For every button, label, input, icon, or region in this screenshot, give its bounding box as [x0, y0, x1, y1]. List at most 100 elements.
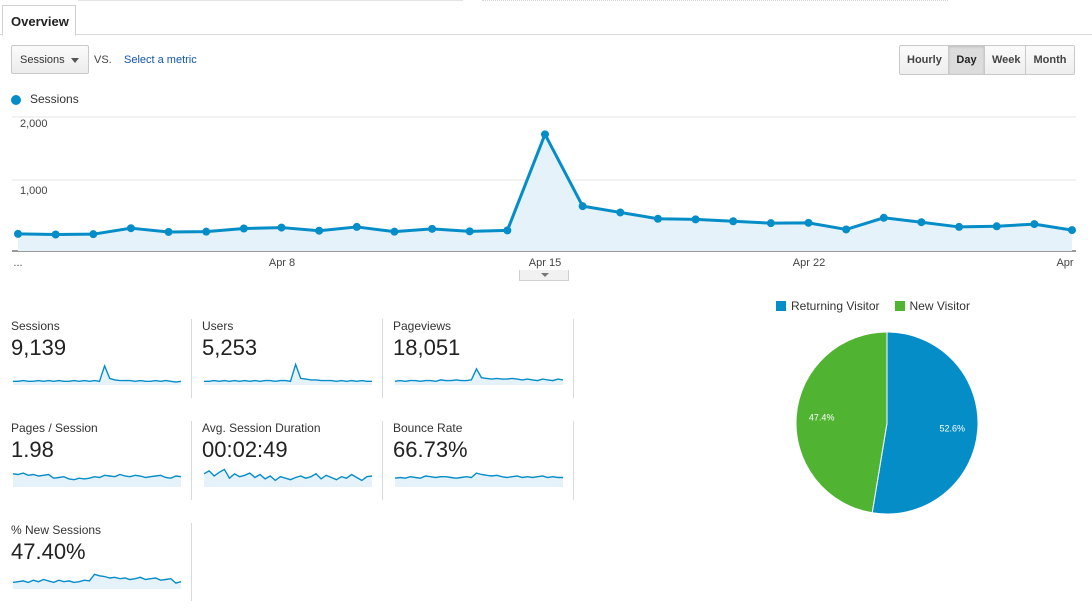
data-point[interactable]: [202, 227, 211, 236]
stat-pageviews[interactable]: Pageviews 18,051: [393, 319, 573, 409]
x-tick-start: ...: [13, 257, 23, 269]
sparkline-path: [12, 573, 182, 584]
period-week-button[interactable]: Week: [984, 45, 1026, 75]
stat-divider: [191, 319, 192, 398]
data-point[interactable]: [164, 227, 173, 236]
visitor-pie-chart: 52.6% 47.4%: [796, 331, 979, 515]
stat-new-sessions[interactable]: % New Sessions 47.40%: [11, 523, 191, 613]
data-point[interactable]: [126, 224, 135, 233]
stat-value: 9,139: [11, 335, 67, 360]
data-point[interactable]: [1068, 226, 1076, 235]
pie-slice-new[interactable]: [796, 331, 888, 514]
data-point[interactable]: [465, 227, 474, 236]
tab-divider-dotted: [482, 0, 948, 1]
sparkline: [394, 367, 564, 385]
stat-label: Sessions: [11, 319, 60, 333]
pie-legend-new[interactable]: New Visitor: [894, 299, 970, 313]
stat-label: Avg. Session Duration: [202, 421, 321, 435]
period-day-button[interactable]: Day: [948, 45, 985, 75]
legend-label: Returning Visitor: [791, 299, 880, 313]
sparkline-path: [394, 367, 564, 383]
data-point[interactable]: [729, 217, 738, 226]
legend-swatch: [776, 301, 786, 311]
data-point[interactable]: [14, 229, 22, 238]
stat-value: 1.98: [11, 437, 54, 462]
metric-dropdown-label: Sessions: [20, 54, 65, 66]
stat-label: Pageviews: [393, 319, 452, 333]
data-point[interactable]: [51, 230, 60, 239]
stat-divider: [191, 421, 192, 500]
x-tick-apr15: Apr 15: [528, 257, 562, 269]
sessions-line-chart: [12, 116, 1076, 252]
data-point[interactable]: [277, 223, 286, 232]
data-point[interactable]: [992, 222, 1001, 231]
data-point[interactable]: [804, 218, 813, 227]
pie-slice-label: 47.4%: [809, 413, 835, 423]
data-point[interactable]: [315, 226, 324, 235]
series-legend-dot: [11, 95, 21, 105]
sparkline-area: [13, 473, 181, 487]
stat-divider: [573, 421, 574, 500]
stat-divider: [382, 319, 383, 398]
stat-label: Bounce Rate: [393, 421, 463, 435]
y-tick-2000: 2,000: [20, 118, 48, 130]
stat-value: 5,253: [202, 335, 258, 360]
data-point[interactable]: [653, 214, 662, 223]
pie-slice-returning[interactable]: [871, 331, 979, 515]
y-tick-1000: 1,000: [20, 185, 48, 197]
sparkline-area: [395, 473, 563, 487]
data-point[interactable]: [578, 202, 587, 211]
data-point[interactable]: [691, 215, 700, 224]
stat-sessions[interactable]: Sessions 9,139: [11, 319, 191, 409]
collapse-chart-handle[interactable]: [519, 270, 569, 281]
data-point[interactable]: [917, 218, 926, 227]
pie-legend: Returning Visitor New Visitor: [776, 299, 985, 313]
stat-divider: [573, 319, 574, 398]
sparkline: [12, 573, 182, 589]
stat-avg-session-duration[interactable]: Avg. Session Duration 00:02:49: [202, 421, 382, 511]
data-point[interactable]: [541, 130, 549, 139]
data-point[interactable]: [352, 222, 361, 231]
data-point[interactable]: [955, 222, 964, 231]
data-point[interactable]: [390, 227, 399, 236]
sessions-area: [18, 134, 1072, 251]
legend-label: New Visitor: [909, 299, 970, 313]
legend-swatch: [894, 301, 905, 311]
stat-divider: [382, 421, 383, 500]
data-point[interactable]: [239, 224, 248, 233]
stat-divider: [191, 523, 192, 601]
data-point[interactable]: [428, 224, 437, 233]
data-point[interactable]: [1030, 220, 1039, 229]
chevron-down-icon: [71, 58, 79, 63]
sparkline: [394, 472, 563, 487]
stat-users[interactable]: Users 5,253: [202, 319, 382, 409]
stat-value: 18,051: [393, 335, 461, 360]
sparkline-path: [203, 468, 373, 482]
sparkline-area: [395, 368, 563, 385]
period-month-button[interactable]: Month: [1025, 45, 1075, 75]
metric-dropdown[interactable]: Sessions: [11, 45, 89, 74]
data-point[interactable]: [89, 230, 98, 239]
sparkline-area: [204, 469, 372, 487]
sparkline-path: [12, 472, 182, 481]
period-hourly-button[interactable]: Hourly: [899, 45, 949, 75]
data-point[interactable]: [766, 219, 775, 228]
stat-value: 66.73%: [393, 437, 468, 462]
data-point[interactable]: [503, 226, 512, 235]
stat-bounce-rate[interactable]: Bounce Rate 66.73%: [393, 421, 573, 511]
period-toggle-group: Hourly Day Week Month: [899, 45, 1075, 75]
stat-pages-per-session[interactable]: Pages / Session 1.98: [11, 421, 191, 511]
data-point[interactable]: [879, 213, 888, 222]
sparkline-path: [13, 363, 182, 383]
pie-legend-returning[interactable]: Returning Visitor: [776, 299, 880, 313]
data-point[interactable]: [842, 225, 851, 234]
select-metric-link[interactable]: Select a metric: [124, 54, 197, 66]
sparkline-area: [13, 365, 181, 385]
stat-value: 47.40%: [11, 539, 86, 564]
tab-bar: Overview: [0, 0, 1092, 36]
x-tick-end: Apr: [1056, 257, 1074, 269]
sparkline-path: [204, 362, 372, 383]
data-point[interactable]: [616, 208, 625, 217]
tab-overview[interactable]: Overview: [2, 5, 76, 36]
sparkline: [204, 362, 372, 385]
